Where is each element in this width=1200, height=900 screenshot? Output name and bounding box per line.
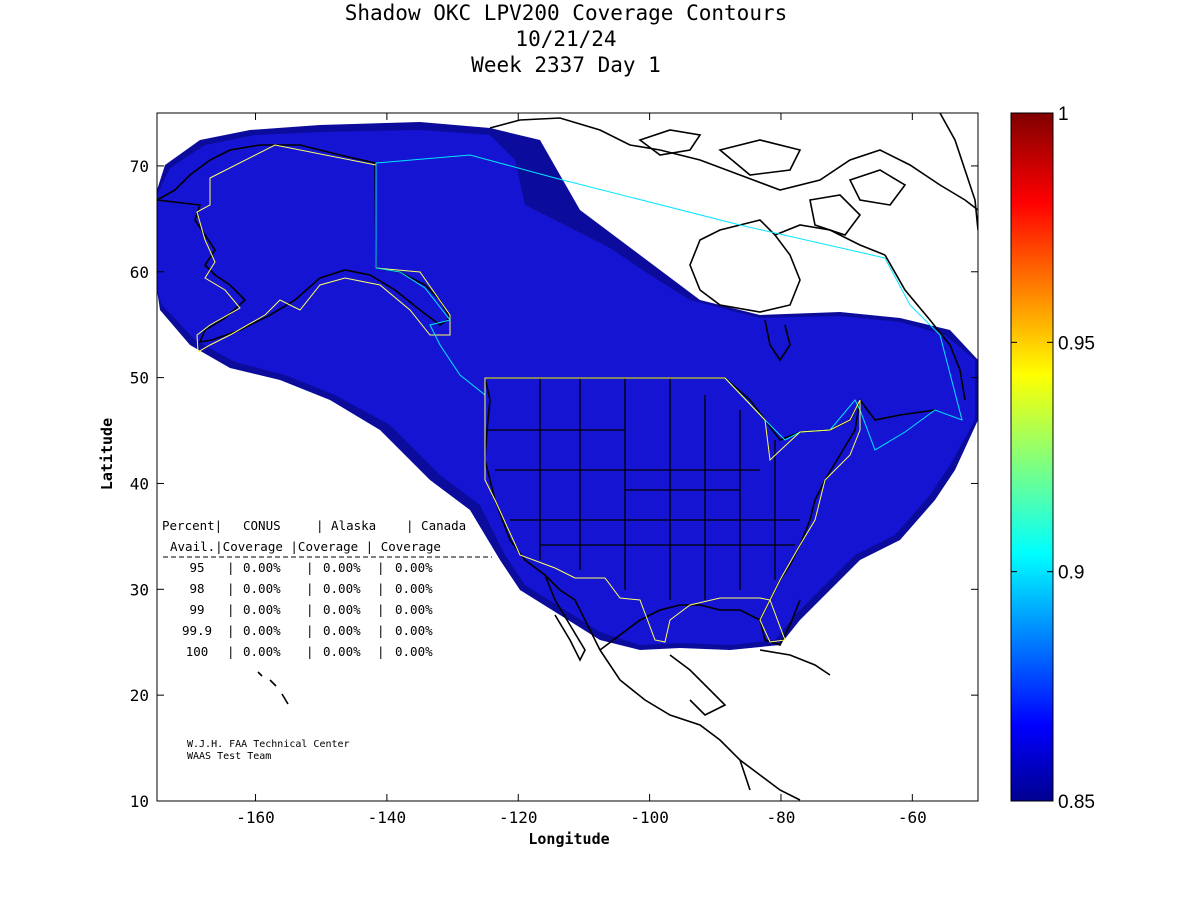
table-cell: 0.00% <box>395 644 433 659</box>
x-axis-ticks: -160 -140 -120 -100 -80 -60 <box>236 113 927 827</box>
alaska-service-volume <box>196 144 451 353</box>
arctic-islands-4 <box>809 194 862 236</box>
arctic-islands-3 <box>848 169 907 206</box>
x-tick-label: -140 <box>368 808 407 827</box>
gulf-coast-outline <box>599 604 761 651</box>
table-cell: | <box>306 560 314 575</box>
table-cell: | <box>377 623 385 638</box>
table-cell: | <box>227 623 235 638</box>
greenland-edge <box>939 113 978 231</box>
y-tick-label: 30 <box>130 580 149 599</box>
yucatan-outline <box>669 654 727 716</box>
table-cell: 0.00% <box>395 581 433 596</box>
credit-line2: WAAS Test Team <box>187 751 271 762</box>
table-cell: 0.00% <box>323 581 361 596</box>
x-tick-label: -100 <box>630 808 669 827</box>
canada-arctic-outline <box>489 117 978 211</box>
table-cell: 98 <box>189 581 204 596</box>
y-tick-label: 40 <box>130 474 149 493</box>
table-cell: | <box>377 644 385 659</box>
colorbar-tick-label: 0.85 <box>1058 792 1095 813</box>
y-tick-label: 60 <box>130 263 149 282</box>
table-cell: | <box>227 581 235 596</box>
table-cell: 0.00% <box>243 623 281 638</box>
table-cell: | <box>306 581 314 596</box>
y-tick-label: 70 <box>130 157 149 176</box>
map-plot-area: -160 -140 -120 -100 -80 -60 10 20 30 40 50 60 70 Pe… <box>130 112 979 827</box>
table-header-conus: CONUS <box>243 518 281 533</box>
colorbar-tick-label: 1 <box>1058 104 1069 125</box>
credit-line1: W.J.H. FAA Technical Center <box>187 739 350 750</box>
table-cell: 0.00% <box>243 560 281 575</box>
table-cell: | <box>377 602 385 617</box>
table-cell: | <box>306 623 314 638</box>
table-cell: | <box>227 602 235 617</box>
state-lines <box>487 378 800 600</box>
table-cell: 95 <box>189 560 204 575</box>
y-tick-label: 50 <box>130 369 149 388</box>
alaska-outline <box>157 144 452 344</box>
table-cell: 0.00% <box>395 560 433 575</box>
table-cell: | <box>227 644 235 659</box>
hudson-strait-outline <box>774 224 886 256</box>
table-cell: 0.00% <box>323 560 361 575</box>
table-cell: 0.00% <box>243 602 281 617</box>
coverage-region <box>157 130 975 645</box>
chart-title-line1: Shadow OKC LPV200 Coverage Contours <box>345 1 788 25</box>
x-tick-label: -120 <box>499 808 538 827</box>
table-cell: 100 <box>186 644 209 659</box>
hawaii-islands <box>257 671 289 705</box>
table-cell: 0.00% <box>323 644 361 659</box>
table-cell: 0.00% <box>323 623 361 638</box>
y-tick-label: 10 <box>130 792 149 811</box>
table-cell: | <box>377 560 385 575</box>
x-tick-label: -160 <box>236 808 275 827</box>
table-header-row2: Avail.|Coverage |Coverage | Coverage <box>170 539 441 554</box>
colorbar-tick-label: 0.95 <box>1058 333 1095 354</box>
arctic-islands-2 <box>718 139 802 176</box>
chart-title-line3: Week 2337 Day 1 <box>471 53 661 77</box>
table-cell: | <box>306 602 314 617</box>
james-bay-outline <box>764 319 791 362</box>
x-tick-label: -80 <box>767 808 796 827</box>
table-cell: 0.00% <box>395 623 433 638</box>
table-header-percent: Percent| <box>162 518 222 533</box>
cuba-outline <box>759 649 831 676</box>
table-cell: 0.00% <box>243 644 281 659</box>
table-cell: 0.00% <box>243 581 281 596</box>
plot-frame <box>156 112 979 802</box>
y-tick-label: 20 <box>130 686 149 705</box>
central-america-outline <box>739 759 801 801</box>
colorbar: 0.85 0.9 0.95 1 <box>1010 104 1095 813</box>
table-cell: | <box>227 560 235 575</box>
table-rows: 95 | 0.00% | 0.00% | 0.00% 98 | 0.00% | 0.00% | 0.00%… <box>182 560 433 659</box>
arctic-islands-1 <box>638 129 702 156</box>
table-cell: 0.00% <box>323 602 361 617</box>
y-axis-title: Latitude <box>98 418 116 490</box>
mexico-outline <box>599 649 751 791</box>
table-cell: | <box>377 581 385 596</box>
colorbar-gradient <box>1010 112 1054 802</box>
coverage-table: Percent| CONUS | Alaska | Canada Avail.|… <box>162 518 492 659</box>
table-cell: 99 <box>189 602 204 617</box>
table-header-canada: | Canada <box>406 518 466 533</box>
chart-title-line2: 10/21/24 <box>515 27 616 51</box>
y-axis-ticks: 10 20 30 40 50 60 70 <box>130 157 978 811</box>
east-coast-outline <box>759 399 861 646</box>
table-cell: | <box>306 644 314 659</box>
baja-outline <box>544 574 586 662</box>
table-cell: 99.9 <box>182 623 212 638</box>
table-header-alaska: | Alaska <box>316 518 376 533</box>
x-axis-title: Longitude <box>528 830 609 848</box>
labrador-outline <box>884 254 966 401</box>
colorbar-ticks: 0.85 0.9 0.95 1 <box>1011 104 1095 813</box>
x-tick-label: -60 <box>898 808 927 827</box>
conus-service-volume <box>484 377 861 643</box>
table-cell: 0.00% <box>395 602 433 617</box>
colorbar-tick-label: 0.9 <box>1058 563 1084 584</box>
